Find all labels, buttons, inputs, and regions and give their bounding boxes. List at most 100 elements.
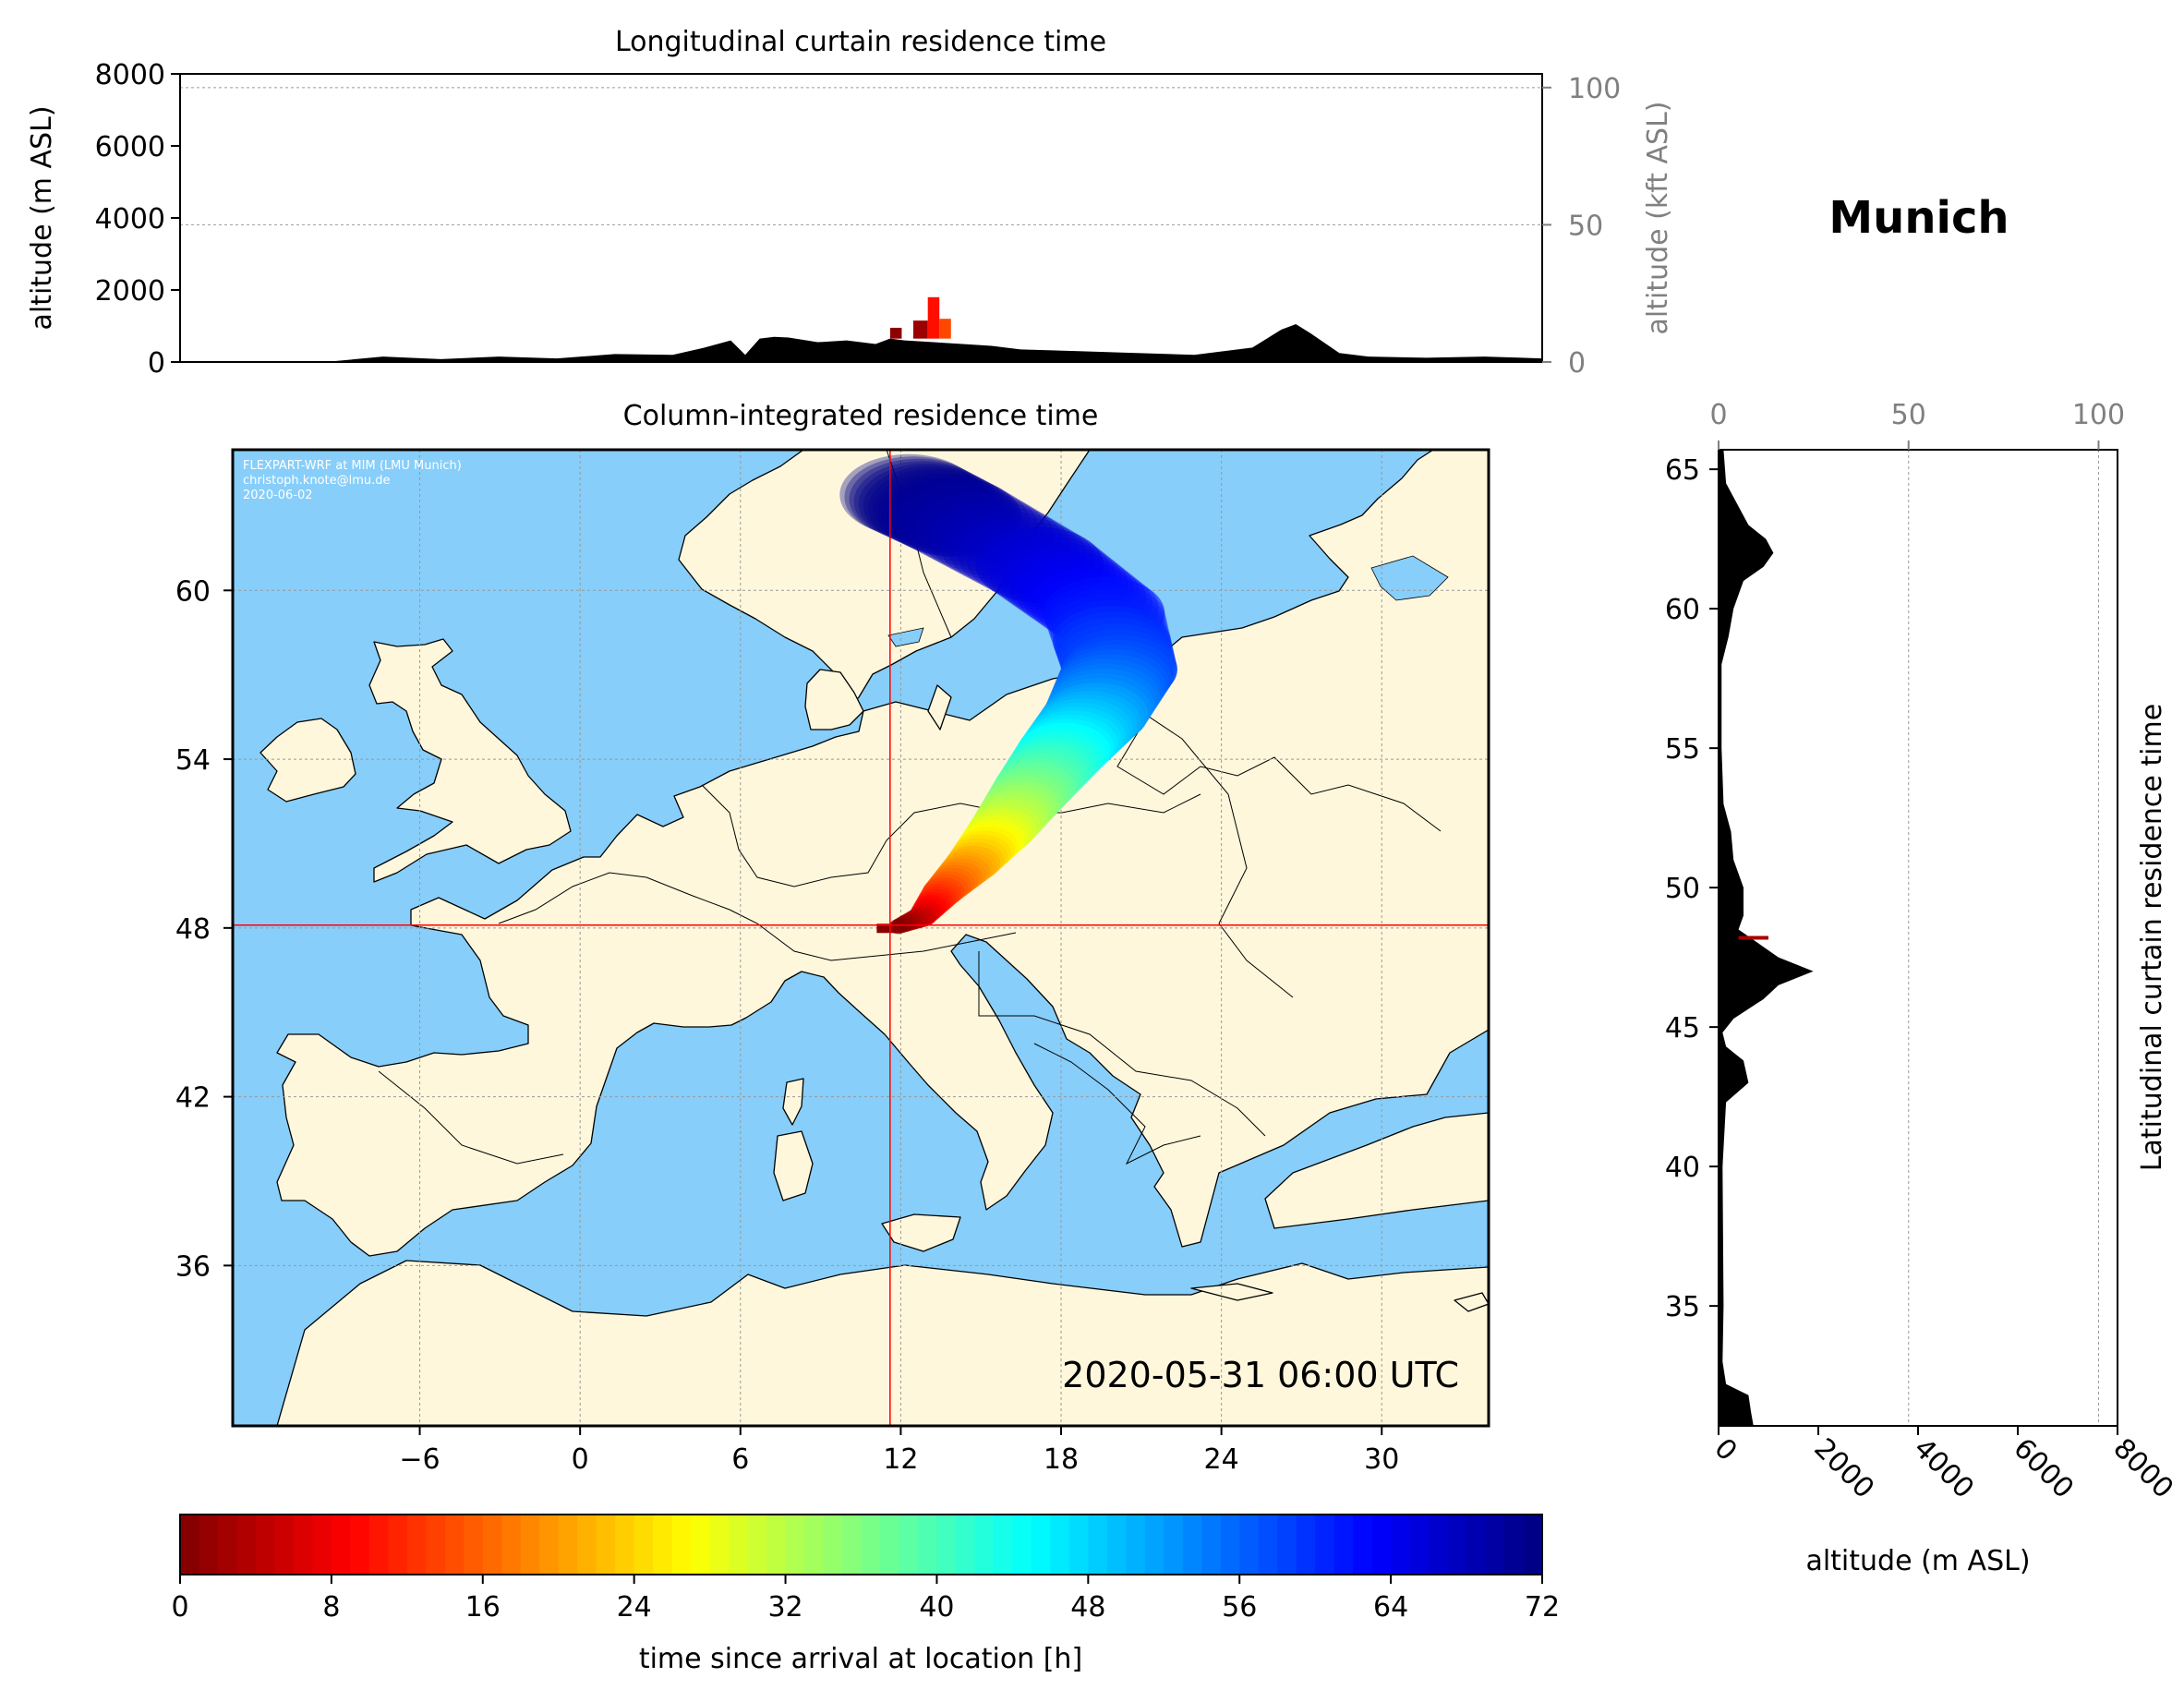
- plume-blob: [1002, 547, 1128, 622]
- land-cyprus: [1454, 1292, 1489, 1312]
- colorbar-segment: [1391, 1515, 1411, 1575]
- plume-blob: [904, 487, 1039, 567]
- colorbar-segment: [766, 1515, 787, 1575]
- plume-blob: [948, 512, 1080, 589]
- right-xtick-label: 2000: [1807, 1432, 1880, 1505]
- colorbar-segment: [539, 1515, 560, 1575]
- top-plume-cell: [927, 296, 940, 339]
- colorbar-segment: [217, 1515, 238, 1575]
- land-gotland: [927, 684, 952, 730]
- colorbar-segment: [671, 1515, 692, 1575]
- colorbar-segment: [1220, 1515, 1240, 1575]
- colorbar-segment: [615, 1515, 635, 1575]
- plume-blob: [853, 461, 992, 542]
- map-ytick-label: 60: [175, 575, 211, 608]
- colorbar-segment: [1031, 1515, 1051, 1575]
- colorbar-segments: [180, 1515, 1543, 1575]
- plume-blob: [867, 467, 1005, 549]
- colorbar-segment: [388, 1515, 408, 1575]
- colorbar-segment: [501, 1515, 522, 1575]
- colorbar-segment: [199, 1515, 219, 1575]
- right-x-ticks-top: 0 50 100: [1709, 399, 2125, 450]
- colorbar-segment: [1371, 1515, 1392, 1575]
- location-title: Munich: [1828, 192, 2009, 244]
- colorbar-segment: [312, 1515, 332, 1575]
- colorbar-tick-label: 0: [171, 1591, 188, 1624]
- top-plume-cell: [889, 327, 902, 339]
- map-x-ticks: −6 0 6 12 18 24 30: [399, 1426, 1399, 1476]
- plume-blob: [989, 537, 1116, 612]
- plume-blob: [958, 517, 1088, 594]
- credit-line-model: FLEXPART-WRF at MIM (LMU Munich): [243, 459, 462, 473]
- colorbar-label: time since arrival at location [h]: [639, 1643, 1082, 1675]
- colorbar-segment: [1012, 1515, 1032, 1575]
- lake-ladoga: [1370, 555, 1449, 601]
- right-ytick-label: 50: [1665, 873, 1700, 905]
- colorbar-segment: [785, 1515, 805, 1575]
- border-lines-central: [701, 784, 1201, 887]
- colorbar-segment: [1315, 1515, 1335, 1575]
- colorbar-segment: [1068, 1515, 1089, 1575]
- longitudinal-title: Longitudinal curtain residence time: [615, 26, 1106, 58]
- right-xtick-label: 6000: [2007, 1432, 2080, 1505]
- top-plume-cell: [912, 320, 928, 339]
- border-lines-north: [1126, 701, 1294, 998]
- map-title: Column-integrated residence time: [623, 400, 1099, 432]
- map-xtick-label: 12: [883, 1443, 918, 1476]
- top-plume: [889, 296, 951, 339]
- colorbar-segment: [368, 1515, 389, 1575]
- colorbar-segment: [974, 1515, 995, 1575]
- colorbar-segment: [1466, 1515, 1487, 1575]
- border-lines-baltic: [1116, 664, 1442, 832]
- top-ytick-right-label: 0: [1568, 347, 1586, 380]
- colorbar-segment: [955, 1515, 976, 1575]
- colorbar-segment: [1353, 1515, 1373, 1575]
- colorbar-segment: [729, 1515, 749, 1575]
- border-lines-balkans: [1033, 1043, 1201, 1165]
- right-title-rotated: Latitudinal curtain residence time: [2136, 704, 2168, 1171]
- colorbar-segment: [520, 1515, 540, 1575]
- land-sicily: [881, 1213, 961, 1252]
- plume-blob: [887, 477, 1022, 558]
- right-x-ticks: 0 2000 4000 6000 8000: [1707, 1426, 2179, 1505]
- colorbar-tick-label: 24: [617, 1591, 652, 1624]
- plume-blob: [849, 458, 987, 540]
- colorbar-tick-label: 40: [919, 1591, 954, 1624]
- map-xtick-label: 6: [731, 1443, 749, 1476]
- colorbar-segment: [823, 1515, 843, 1575]
- top-gridlines: [180, 87, 1542, 363]
- colorbar-tick-label: 32: [767, 1591, 802, 1624]
- colorbar-segment: [899, 1515, 919, 1575]
- top-y-ticks-right: 0 50 100: [1542, 73, 1621, 380]
- colorbar-segment: [236, 1515, 257, 1575]
- map-axes-frame: [231, 448, 1490, 1428]
- colorbar-segment: [1504, 1515, 1525, 1575]
- receptor-crosshair: [233, 450, 1489, 1426]
- colorbar-segment: [1164, 1515, 1184, 1575]
- plume-blob: [839, 453, 978, 536]
- colorbar-segment: [1106, 1515, 1127, 1575]
- right-xlabel: altitude (m ASL): [1805, 1545, 2030, 1577]
- map-xtick-label: 18: [1044, 1443, 1079, 1476]
- top-axes-frame: [179, 73, 1543, 363]
- top-ytick-right-label: 50: [1568, 210, 1603, 242]
- colorbar-tick-label: 72: [1525, 1591, 1560, 1624]
- right-xtick-top-label: 0: [1709, 399, 1727, 431]
- colorbar-segment: [331, 1515, 351, 1575]
- colorbar-segment: [861, 1515, 881, 1575]
- right-ytick-label: 60: [1665, 594, 1700, 626]
- colorbar-segment: [993, 1515, 1013, 1575]
- plume-blob: [931, 501, 1063, 580]
- top-ylabel: altitude (m ASL): [26, 105, 58, 330]
- colorbar-segment: [804, 1515, 825, 1575]
- right-ytick-label: 35: [1665, 1291, 1700, 1323]
- right-xtick-top-label: 50: [1891, 399, 1926, 431]
- right-y-ticks: 35 40 45 50 55 60 65: [1665, 454, 1719, 1323]
- colorbar-segment: [653, 1515, 673, 1575]
- colorbar-segment: [350, 1515, 370, 1575]
- top-ylabel-right: altitude (kft ASL): [1642, 101, 1674, 334]
- border-lines: [378, 450, 1442, 1165]
- colorbar-segment: [426, 1515, 446, 1575]
- plume-blob: [922, 497, 1055, 576]
